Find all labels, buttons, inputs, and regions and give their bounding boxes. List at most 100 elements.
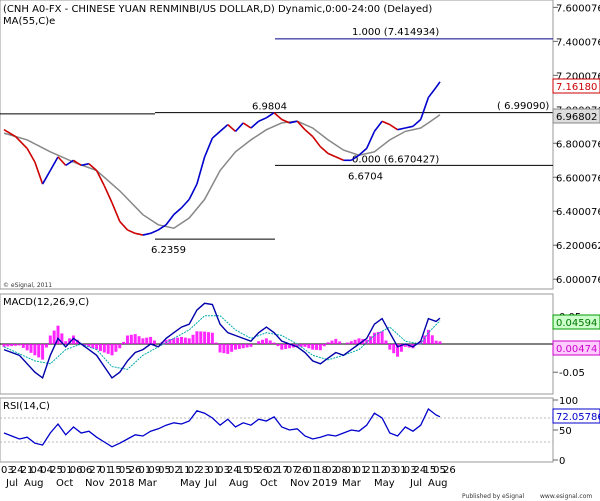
ma-line [3,114,441,230]
price-segment-24 [188,183,198,200]
price-segment-11 [88,163,98,172]
price-segment-21 [165,214,175,226]
macd-hist-bar-95 [369,336,373,344]
x-tick-day-28: 17 [276,465,289,476]
rsi-tick-label-1: 50 [559,426,572,437]
macd-hist-bar-87 [338,341,342,344]
price-segment-33 [258,117,267,122]
price-segment-15 [119,220,129,231]
macd-hist-bar-86 [334,338,338,344]
current-rsi-box: 72.05786 [552,408,600,424]
x-tick-month-1: Aug [24,478,44,489]
price-segment-12 [95,170,106,187]
x-tick-day-39: 03 [384,465,397,476]
price-segment-4 [34,161,44,185]
x-tick-month-0: Jul [5,478,18,489]
x-tick-month-5: Mar [138,478,158,489]
macd-title: MACD(12,26,9,C) [3,297,89,308]
price-segment-34 [265,112,275,119]
price-segment-8 [65,159,74,167]
x-tick-day-32: 18 [315,465,328,476]
macd-hist-bar-7 [29,344,33,353]
macd-hist-bar-39 [152,340,156,344]
macd-hist-bar-91 [353,339,357,344]
rsi-tick-label-0: 100 [559,396,578,407]
x-tick-day-4: 04 [40,465,53,476]
current-ma-value: 6.96802 [556,112,597,123]
x-tick-day-21: 01 [207,465,220,476]
price-segment-23 [180,198,190,209]
macd-hist-bar-96 [372,332,376,344]
macd-hist-bar-25 [98,344,102,352]
macd-hist-bar-57 [222,344,226,354]
footer-url[interactable]: www.esignal.com [540,493,592,500]
price-tick-label-1: 7.400076 [556,37,600,48]
price-segment-30 [234,122,244,132]
price-segment-32 [250,120,260,129]
price-segment-49 [381,120,391,126]
price-segment-14 [111,202,121,222]
macd-hist-bar-0 [2,344,6,347]
price-segment-39 [304,129,314,138]
fib-label-0000: 0.000 (6.670427) [352,154,439,165]
macd-hist-bar-5 [21,344,25,348]
x-tick-day-19: 02 [188,465,201,476]
macd-hist-bar-31 [122,341,126,344]
rsi-title: RSI(14,C) [3,401,50,412]
macd-hist-bar-58 [226,344,230,354]
price-segment-28 [219,124,229,133]
macd-hist-bar-8 [33,344,37,356]
macd-hist-bar-74 [288,344,292,349]
x-tick-month-9: Oct [260,478,277,489]
price-axis: 7.6000767.4000767.2000767.0000766.800076… [553,3,600,286]
watermark: © eSignal, 2011 [3,282,52,289]
macd-hist-bar-6 [25,344,29,351]
x-tick-day-1: 24 [11,465,24,476]
x-tick-day-6: 01 [60,465,73,476]
label-62359: 6.2359 [151,245,186,256]
macd-hist-bar-23 [91,344,95,349]
x-tick-day-42: 24 [414,465,427,476]
x-tick-day-10: 01 [99,465,112,476]
x-tick-day-15: 09 [148,465,161,476]
macd-hist-bar-85 [330,340,334,344]
price-tick-label-6: 6.400076 [556,207,600,218]
macd-hist-bar-78 [303,344,307,347]
macd-hist-bar-98 [380,331,384,344]
macd-hist-bar-76 [295,344,299,347]
x-tick-day-44: 05 [433,465,446,476]
macd-hist-bar-21 [83,344,87,346]
macd-line [3,302,441,380]
macd-hist-bar-56 [218,344,222,353]
x-tick-day-23: 24 [227,465,240,476]
x-tick-month-10: Nov [290,478,310,489]
current-macd-value: 0.04594 [556,318,597,329]
price-segment-43 [335,156,344,162]
x-tick-month-3: Nov [85,478,105,489]
macd-hist-bar-17 [68,338,72,344]
macd-hist-bar-42 [164,339,168,344]
price-segment-36 [281,118,290,124]
macd-hist-bar-47 [183,337,187,344]
macd-hist-bar-103 [399,344,403,352]
label-66704: 6.6704 [348,171,383,182]
current-macd-box: 0.04594 [552,314,600,330]
label-69909: ( 6.99090) [497,101,549,112]
current-price-value: 7.16180 [556,82,597,93]
price-segment-10 [80,162,90,167]
macd-hist-bar-68 [264,338,268,344]
macd-hist-bar-100 [388,344,392,350]
macd-hist-bar-81 [315,344,319,350]
x-tick-day-17: 02 [168,465,181,476]
x-tick-day-7: 06 [70,465,83,476]
price-tick-label-8: 6.000076 [556,275,600,286]
price-tick-label-4: 6.800076 [556,139,600,150]
macd-hist-bar-50 [195,331,199,344]
macd-hist-bar-34 [133,334,137,344]
macd-hist-bar-35 [137,336,141,344]
price-segment-47 [365,131,376,149]
current-ma-box: 6.96802 [552,108,600,124]
price-segment-55 [427,86,437,98]
x-tick-day-18: 11 [178,465,191,476]
